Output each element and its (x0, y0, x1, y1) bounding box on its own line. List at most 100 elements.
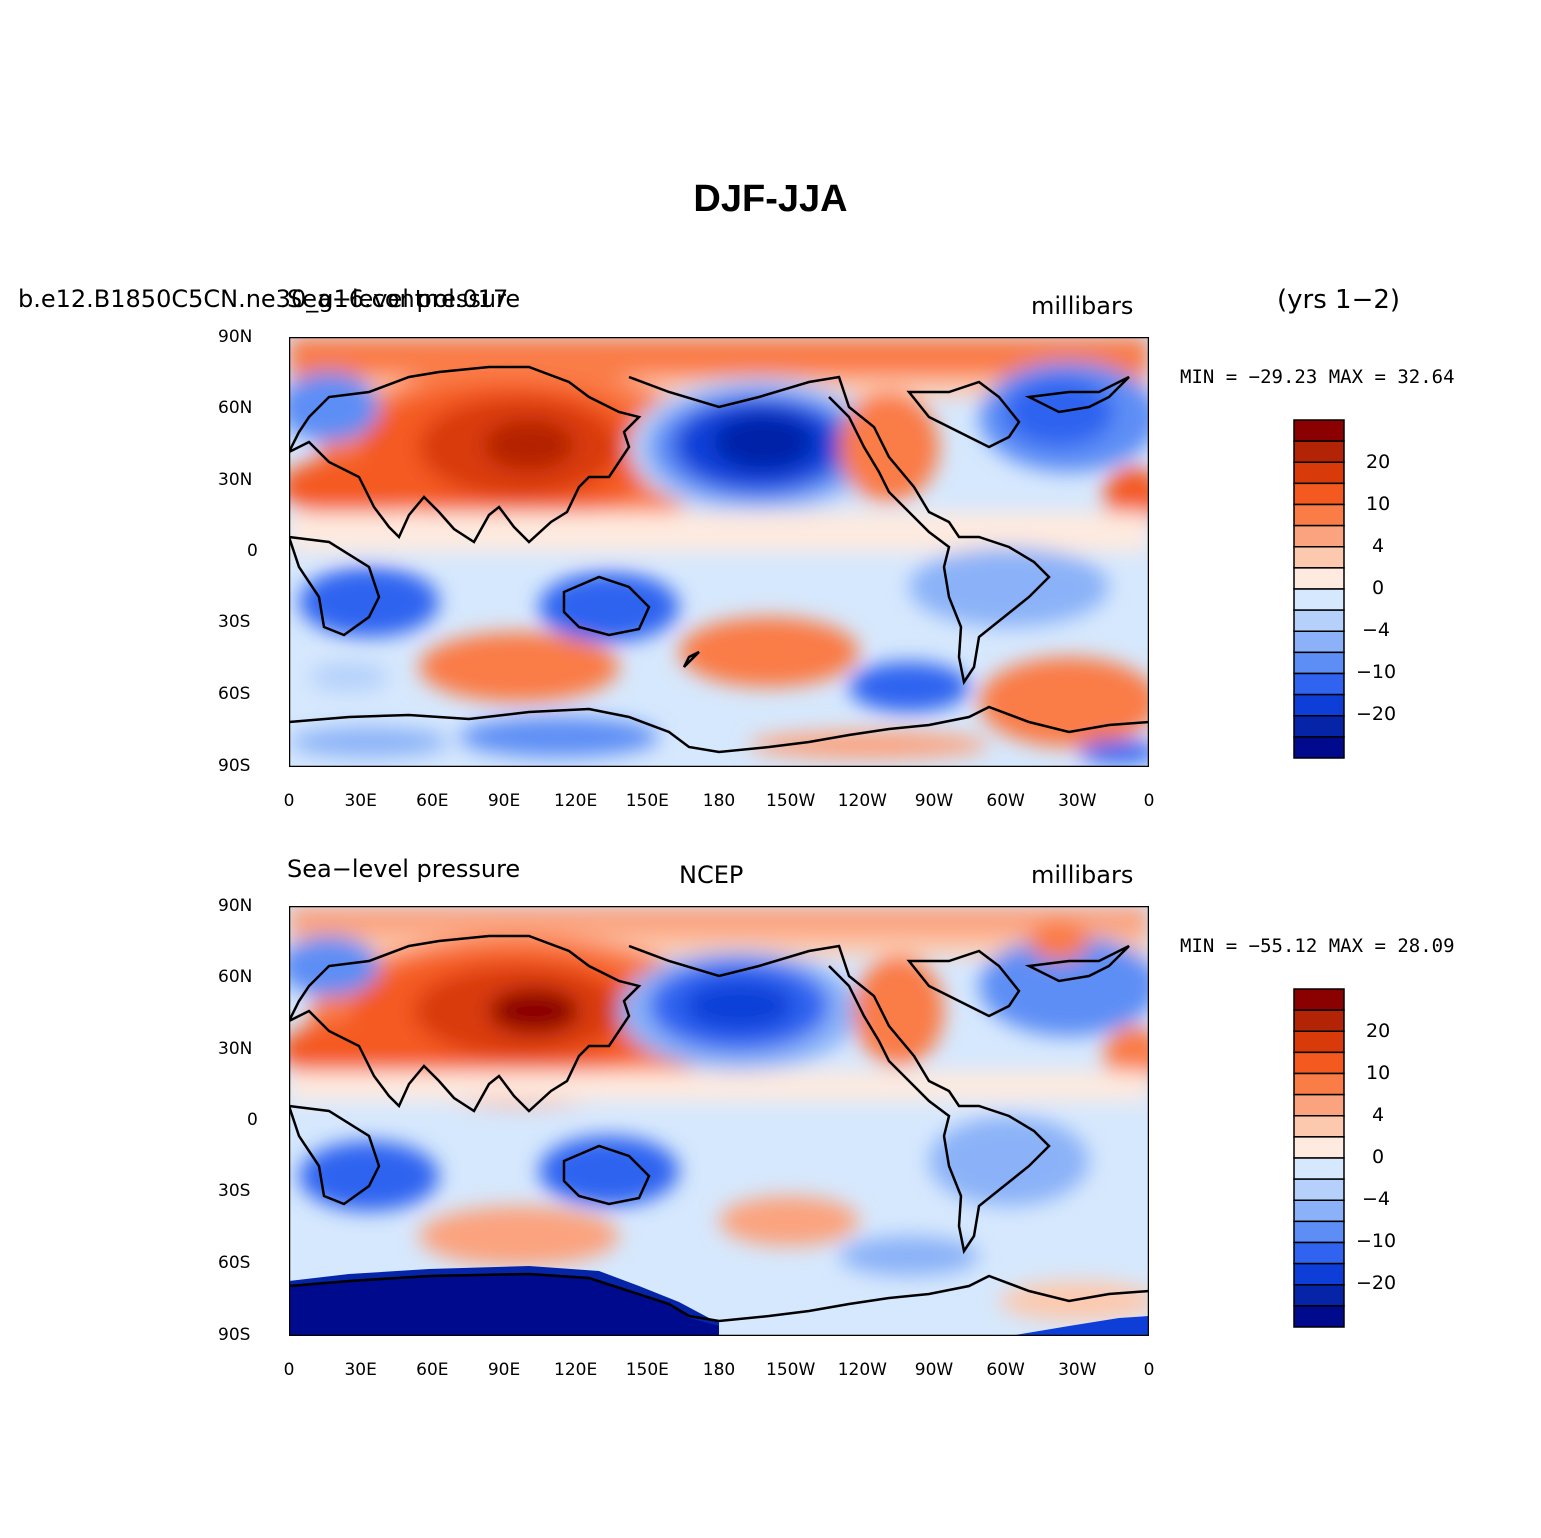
panel1-lon-tick: 150W (766, 791, 816, 811)
panel1-years-label: (yrs 1−2) (1277, 285, 1401, 315)
panel2-colorbar-swatch (1293, 1030, 1345, 1054)
panel2-lon-tick: 60W (986, 1360, 1025, 1380)
panel2-lat-tick: 0 (247, 1110, 258, 1130)
panel1-lon-tick: 90E (487, 791, 521, 811)
panel2-colorbar-swatch (1293, 1241, 1345, 1265)
panel1-colorbar-label: −4 (1362, 619, 1391, 641)
panel1-colorbar-swatch (1293, 440, 1345, 463)
panel1-lon-tick: 30E (344, 791, 377, 811)
figure-title: DJF-JJA (693, 178, 848, 220)
panel1-colorbar-swatch (1293, 715, 1345, 738)
panel1-lat-tick: 60S (218, 684, 251, 704)
panel1-lat-tick: 90N (218, 327, 253, 347)
panel2-colorbar-label: 20 (1366, 1020, 1391, 1042)
panel1-colorbar-swatch (1293, 651, 1345, 675)
panel2-colorbar-swatch (1293, 988, 1345, 1011)
panel2-colorbar-swatch (1293, 1199, 1345, 1223)
panel2-lat-tick: 30S (218, 1181, 251, 1201)
panel1-colorbar-swatch (1293, 546, 1345, 569)
panel2-lon-tick: 150W (766, 1360, 816, 1380)
panel2-lon-tick: 30E (344, 1360, 377, 1380)
panel1-lon-tick: 120W (837, 791, 887, 811)
panel2-lon-tick: 60E (416, 1360, 449, 1380)
panel1-lat-tick: 60N (218, 398, 253, 418)
panel2-colorbar-swatch (1293, 1093, 1345, 1117)
panel2-lon-tick: 120W (837, 1360, 887, 1380)
panel1-colorbar-label: 20 (1366, 451, 1391, 473)
panel2-source-label: NCEP (679, 861, 744, 889)
panel2-colorbar-swatch (1293, 1220, 1345, 1244)
panel1-colorbar-swatch (1293, 482, 1345, 506)
panel1-colorbar-swatch (1293, 419, 1345, 442)
panel2-coastlines (289, 934, 1149, 1323)
panel1-colorbar-label: −20 (1356, 703, 1397, 725)
panel2-field-label: Sea−level pressure (287, 855, 521, 883)
panel1-colorbar-swatch (1293, 461, 1345, 485)
panel1-lon-tick: 180 (702, 791, 736, 811)
panel2-lon-tick: 120E (554, 1360, 598, 1380)
panel2-colorbar-swatch (1293, 1305, 1345, 1328)
panel2-map (289, 906, 1149, 1336)
panel1-lat-tick: 0 (247, 541, 258, 561)
panel1-map (289, 337, 1149, 767)
panel2-lon-tick: 90E (487, 1360, 521, 1380)
panel1-lon-tick: 0 (283, 791, 295, 811)
panel1-minmax: MIN = −29.23 MAX = 32.64 (1180, 366, 1455, 388)
panel2-lat-tick: 90N (218, 896, 253, 916)
panel1-colorbar-swatch (1293, 672, 1345, 696)
panel2-antarctic-low (289, 1274, 719, 1336)
panel2-lat-tick: 30N (218, 1039, 253, 1059)
panel2-colorbar-swatch (1293, 1178, 1345, 1201)
panel2-lat-tick: 60N (218, 967, 253, 987)
panel1-lon-tick: 90W (914, 791, 954, 811)
panel1-colorbar-swatch (1293, 567, 1345, 590)
panel2-lon-tick: 0 (1143, 1360, 1155, 1380)
panel2-colorbar-label: −10 (1356, 1230, 1397, 1252)
panel1-case-label: b.e12.B1850C5CN.ne30_g16.control.017 (18, 285, 509, 313)
panel1-lon-tick: 60W (986, 791, 1025, 811)
panel1-lon-tick: 60E (416, 791, 449, 811)
panel2-colorbar-swatch (1293, 1262, 1345, 1286)
panel2-colorbar-label: 0 (1372, 1146, 1385, 1168)
panel1-colorbar-label: 0 (1372, 577, 1385, 599)
panel2-colorbar-swatch (1293, 1136, 1345, 1159)
panel2-lon-tick: 90W (914, 1360, 954, 1380)
panel1-lon-tick: 120E (554, 791, 598, 811)
panel2-lon-tick: 150E (625, 1360, 669, 1380)
panel2-colorbar-swatch (1293, 1009, 1345, 1032)
panel2-colorbar-label: 10 (1366, 1062, 1391, 1084)
panel1-contour-field (289, 337, 1149, 764)
panel1-colorbar-label: 10 (1366, 493, 1391, 515)
panel1-colorbar-swatch (1293, 588, 1345, 611)
panel2-colorbar-swatch (1293, 1051, 1345, 1075)
panel1-units-label: millibars (1031, 292, 1134, 320)
panel2-lat-tick: 90S (218, 1325, 251, 1345)
panel2-minmax: MIN = −55.12 MAX = 28.09 (1180, 935, 1455, 957)
panel1-colorbar-swatch (1293, 693, 1345, 717)
panel1-colorbar-swatch (1293, 609, 1345, 632)
panel1-lon-tick: 0 (1143, 791, 1155, 811)
panel1-field-label: Sea−level pressure (287, 285, 521, 313)
panel1-coastlines (289, 365, 1149, 754)
panel2-colorbar-swatch (1293, 1284, 1345, 1307)
panel1-colorbar-swatch (1293, 524, 1345, 548)
panel1-lat-tick: 30N (218, 470, 253, 490)
panel1-colorbar-swatch (1293, 503, 1345, 527)
panel1-lat-tick: 90S (218, 756, 251, 776)
panel2-colorbar-label: −20 (1356, 1272, 1397, 1294)
panel2-colorbar-swatch (1293, 1115, 1345, 1138)
panel1-lon-tick: 150E (625, 791, 669, 811)
panel1-colorbar-swatch (1293, 736, 1345, 759)
panel2-colorbar-swatch (1293, 1157, 1345, 1180)
panel1-colorbar-swatch (1293, 630, 1345, 654)
panel1-colorbar-label: −10 (1356, 661, 1397, 683)
panel1-colorbar (1293, 419, 1345, 759)
panel2-lat-tick: 60S (218, 1253, 251, 1273)
panel2-lon-tick: 30W (1058, 1360, 1097, 1380)
panel2-units-label: millibars (1031, 861, 1134, 889)
panel1-lat-tick: 30S (218, 612, 251, 632)
panel1-lon-tick: 30W (1058, 791, 1097, 811)
panel2-colorbar-swatch (1293, 1072, 1345, 1096)
panel2-colorbar-label: 4 (1372, 1104, 1385, 1126)
panel1-colorbar-label: 4 (1372, 535, 1385, 557)
